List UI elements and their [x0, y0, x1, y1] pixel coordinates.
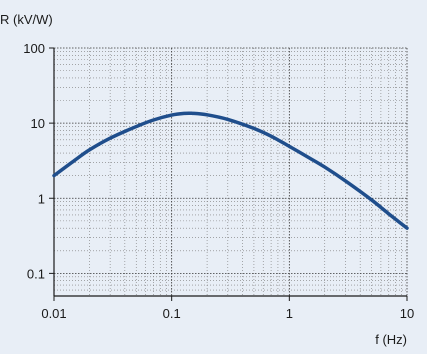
- x-tick-label: 0.01: [41, 306, 66, 321]
- x-tick-label: 1: [286, 306, 293, 321]
- y-tick-label: 10: [31, 116, 45, 131]
- series-layer: [52, 111, 409, 230]
- x-tick-label: 10: [400, 306, 414, 321]
- x-tick-label: 0.1: [163, 306, 181, 321]
- series-line: [52, 111, 409, 230]
- y-tick-label: 1: [38, 191, 45, 206]
- y-tick-label: 100: [23, 41, 45, 56]
- grid-minor: [54, 48, 407, 297]
- y-tick-label: 0.1: [27, 266, 45, 281]
- grid-major: [53, 47, 408, 296]
- x-axis-label: f (Hz): [375, 332, 407, 347]
- axes: [49, 47, 408, 301]
- tick-labels: 0.01 0.1 1 10 0.1 1 10 100: [23, 41, 414, 321]
- y-axis-label: R (kV/W): [0, 12, 53, 27]
